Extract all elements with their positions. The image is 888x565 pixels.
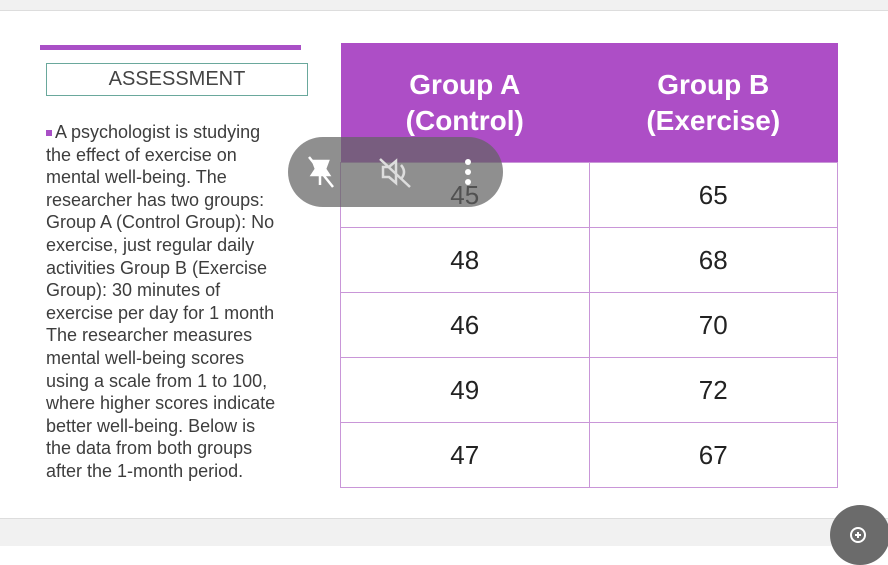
bottom-bar (0, 518, 888, 546)
table-cell: 68 (588, 227, 838, 293)
table-row: 46 70 (340, 292, 838, 358)
more-button[interactable] (465, 159, 471, 185)
table-cell: 49 (340, 357, 590, 423)
text-line: mental well-being scores (46, 347, 245, 368)
header-row: Group A (Control) Group B (Exercise) (340, 43, 838, 163)
text-line: exercise per day for 1 month (46, 302, 275, 323)
text-line: after the 1-month period. (46, 460, 244, 481)
header-line: Group A (409, 68, 521, 100)
table-cell: 65 (588, 162, 838, 228)
accent-rule (40, 45, 301, 50)
table-row: 49 72 (340, 357, 838, 423)
text-line: Group): 30 minutes of (46, 280, 221, 301)
text-line: the data from both groups (46, 438, 253, 459)
text-line: using a scale from 1 to 100, (46, 370, 268, 391)
header-line: Group B (657, 68, 770, 100)
table-cell: 46 (340, 292, 590, 358)
text-line: A psychologist is studying (46, 121, 275, 144)
text-line: The researcher measures (46, 325, 253, 346)
table-body: 45654868467049724767 (340, 162, 838, 488)
table-row: 48 68 (340, 227, 838, 293)
video-controls (288, 137, 503, 207)
description: A psychologist is studying the effect of … (46, 121, 275, 483)
table-row: 47 67 (340, 422, 838, 488)
header-line: (Exercise) (646, 104, 781, 136)
data-table: Group A (Control) Group B (Exercise) 456548… (340, 43, 838, 488)
control-icons (308, 156, 471, 188)
text-line: Group A (Control Group): No (46, 212, 275, 233)
text-line: activities Group B (Exercise (46, 257, 268, 278)
text-line: the effect of exercise on (46, 144, 237, 165)
text-line: mental well-being. The (46, 167, 227, 188)
table-cell: 48 (340, 227, 590, 293)
page: ASSESSMENT A psychologist is studying the… (0, 0, 888, 545)
text-line: better well-being. Below is (46, 415, 256, 436)
table-cell: 67 (588, 422, 838, 488)
header-line: (Control) (405, 104, 524, 136)
column-header: Group B (Exercise) (589, 43, 838, 163)
text-line: exercise, just regular daily (46, 234, 255, 255)
unpin-button[interactable] (308, 156, 334, 188)
table-cell: 72 (588, 357, 838, 423)
table-cell: 70 (588, 292, 838, 358)
zoom-icon (850, 527, 866, 543)
text-line: where higher scores indicate (46, 393, 276, 414)
zoom-button[interactable] (830, 505, 888, 565)
text-line: researcher has two groups: (46, 189, 265, 210)
mute-button[interactable] (379, 158, 411, 188)
top-bar (0, 0, 888, 11)
section-title: ASSESSMENT (46, 63, 308, 96)
table-cell: 47 (340, 422, 590, 488)
